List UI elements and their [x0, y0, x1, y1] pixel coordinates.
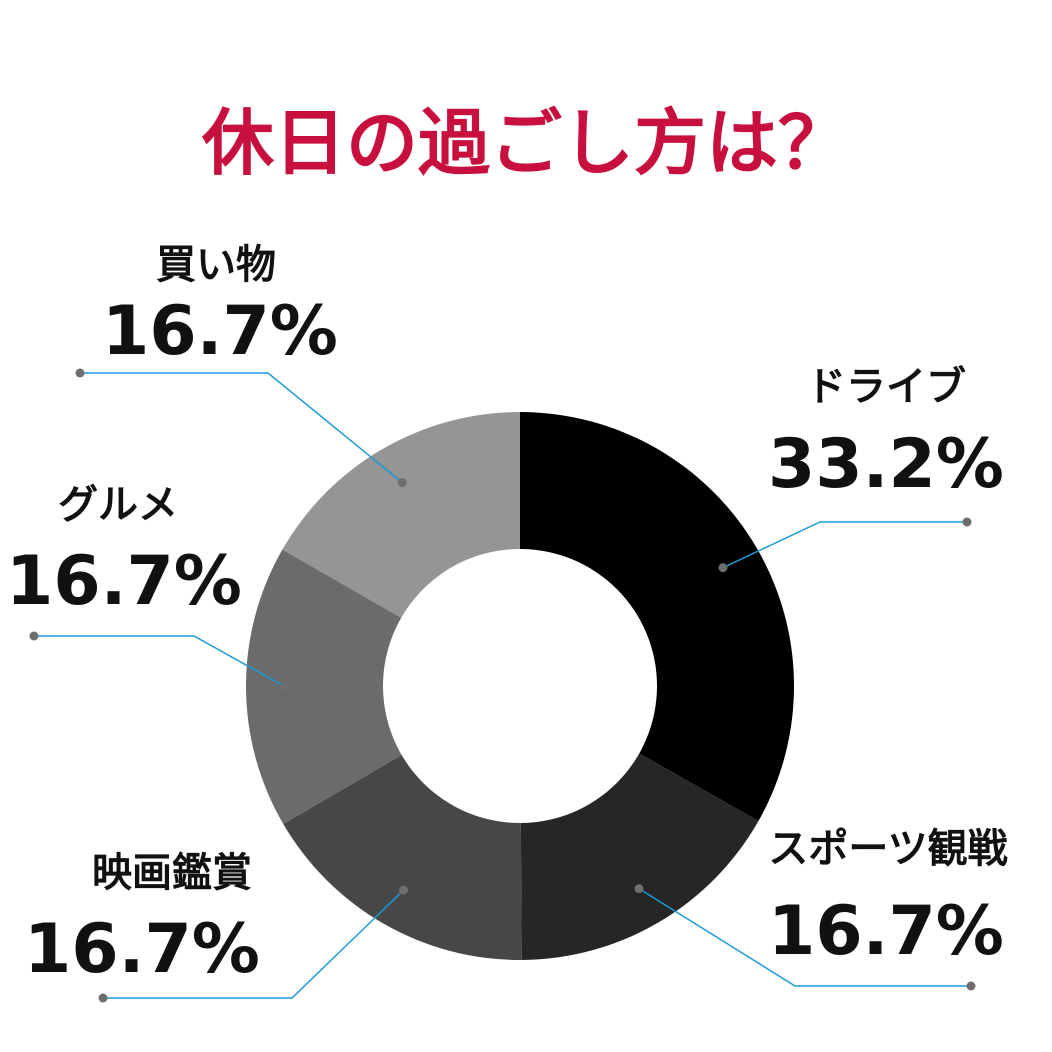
leader-line-movie — [103, 889, 405, 999]
category-label-drive: ドライブ — [806, 364, 966, 410]
value-label-drive: 33.2% — [768, 425, 1004, 504]
leader-dot-inner-gourmet — [280, 682, 290, 692]
value-label-sports: 16.7% — [768, 892, 1004, 971]
category-label-gourmet: グルメ — [58, 482, 178, 528]
category-label-sports: スポーツ観戦 — [768, 826, 1007, 872]
category-label-movie: 映画鑑賞 — [92, 850, 252, 896]
value-label-gourmet: 16.7% — [6, 542, 242, 621]
leader-dot-outer-drive — [962, 517, 972, 527]
chart-title: 休日の過ごし方は？ — [201, 101, 850, 185]
leader-line-shopping — [80, 372, 403, 484]
leader-line-gourmet — [34, 635, 286, 688]
leader-line-sports — [638, 888, 971, 987]
leader-lines-group — [29, 368, 976, 1003]
leader-dot-inner-movie — [399, 885, 409, 895]
slice-gourmet — [245, 549, 520, 824]
leader-dot-inner-shopping — [397, 478, 407, 488]
value-label-shopping: 16.7% — [102, 292, 338, 371]
leader-dot-outer-movie — [98, 993, 108, 1003]
leader-dot-inner-sports — [634, 884, 644, 894]
leader-dot-outer-shopping — [75, 368, 85, 378]
leader-dot-outer-sports — [966, 981, 976, 991]
value-label-movie: 16.7% — [24, 910, 260, 989]
leader-line-drive — [722, 521, 967, 569]
leader-dot-inner-drive — [718, 563, 728, 573]
category-label-shopping: 買い物 — [156, 242, 276, 288]
donut-hole — [383, 549, 657, 823]
leader-dot-outer-gourmet — [29, 631, 39, 641]
